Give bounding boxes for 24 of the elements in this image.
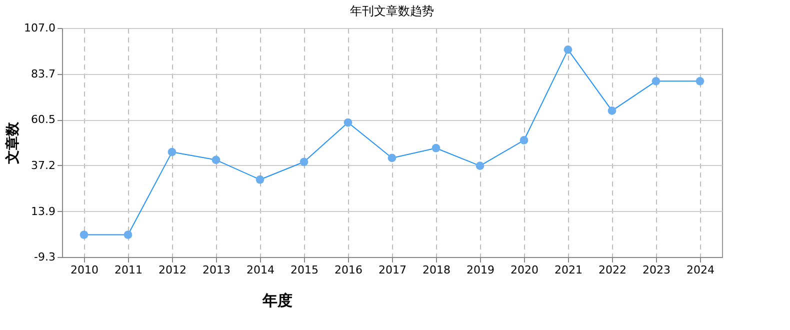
x-tick-label: 2015 [290, 264, 318, 276]
x-tick-label: 2012 [158, 264, 186, 276]
x-tick-label: 2011 [114, 264, 142, 276]
x-tick-label: 2017 [378, 264, 406, 276]
x-tick-label: 2019 [466, 264, 494, 276]
x-tick-label: 2023 [642, 264, 670, 276]
x-tick-label: 2024 [686, 264, 714, 276]
x-tick-label: 2016 [334, 264, 362, 276]
x-tick-label: 2021 [554, 264, 582, 276]
y-tick-label: 60.5 [31, 113, 56, 126]
x-tick-label: 2010 [70, 264, 98, 276]
x-tick-label: 2020 [510, 264, 538, 276]
x-tick-label: 2022 [598, 264, 626, 276]
chart-title: 年刊文章数趋势 [350, 4, 434, 18]
y-tick-label: 83.7 [31, 67, 56, 80]
y-axis-title: 文章数 [4, 121, 22, 165]
x-tick-label: 2018 [422, 264, 450, 276]
x-axis-title: 年度 [262, 292, 292, 310]
y-tick-label: -9.3 [34, 250, 56, 264]
x-tick-label: 2013 [202, 264, 230, 276]
x-tick-label: 2014 [246, 264, 274, 276]
y-tick-label: 37.2 [31, 158, 56, 172]
y-tick-label: 107.0 [24, 22, 56, 34]
y-tick-label: 13.9 [31, 204, 56, 218]
